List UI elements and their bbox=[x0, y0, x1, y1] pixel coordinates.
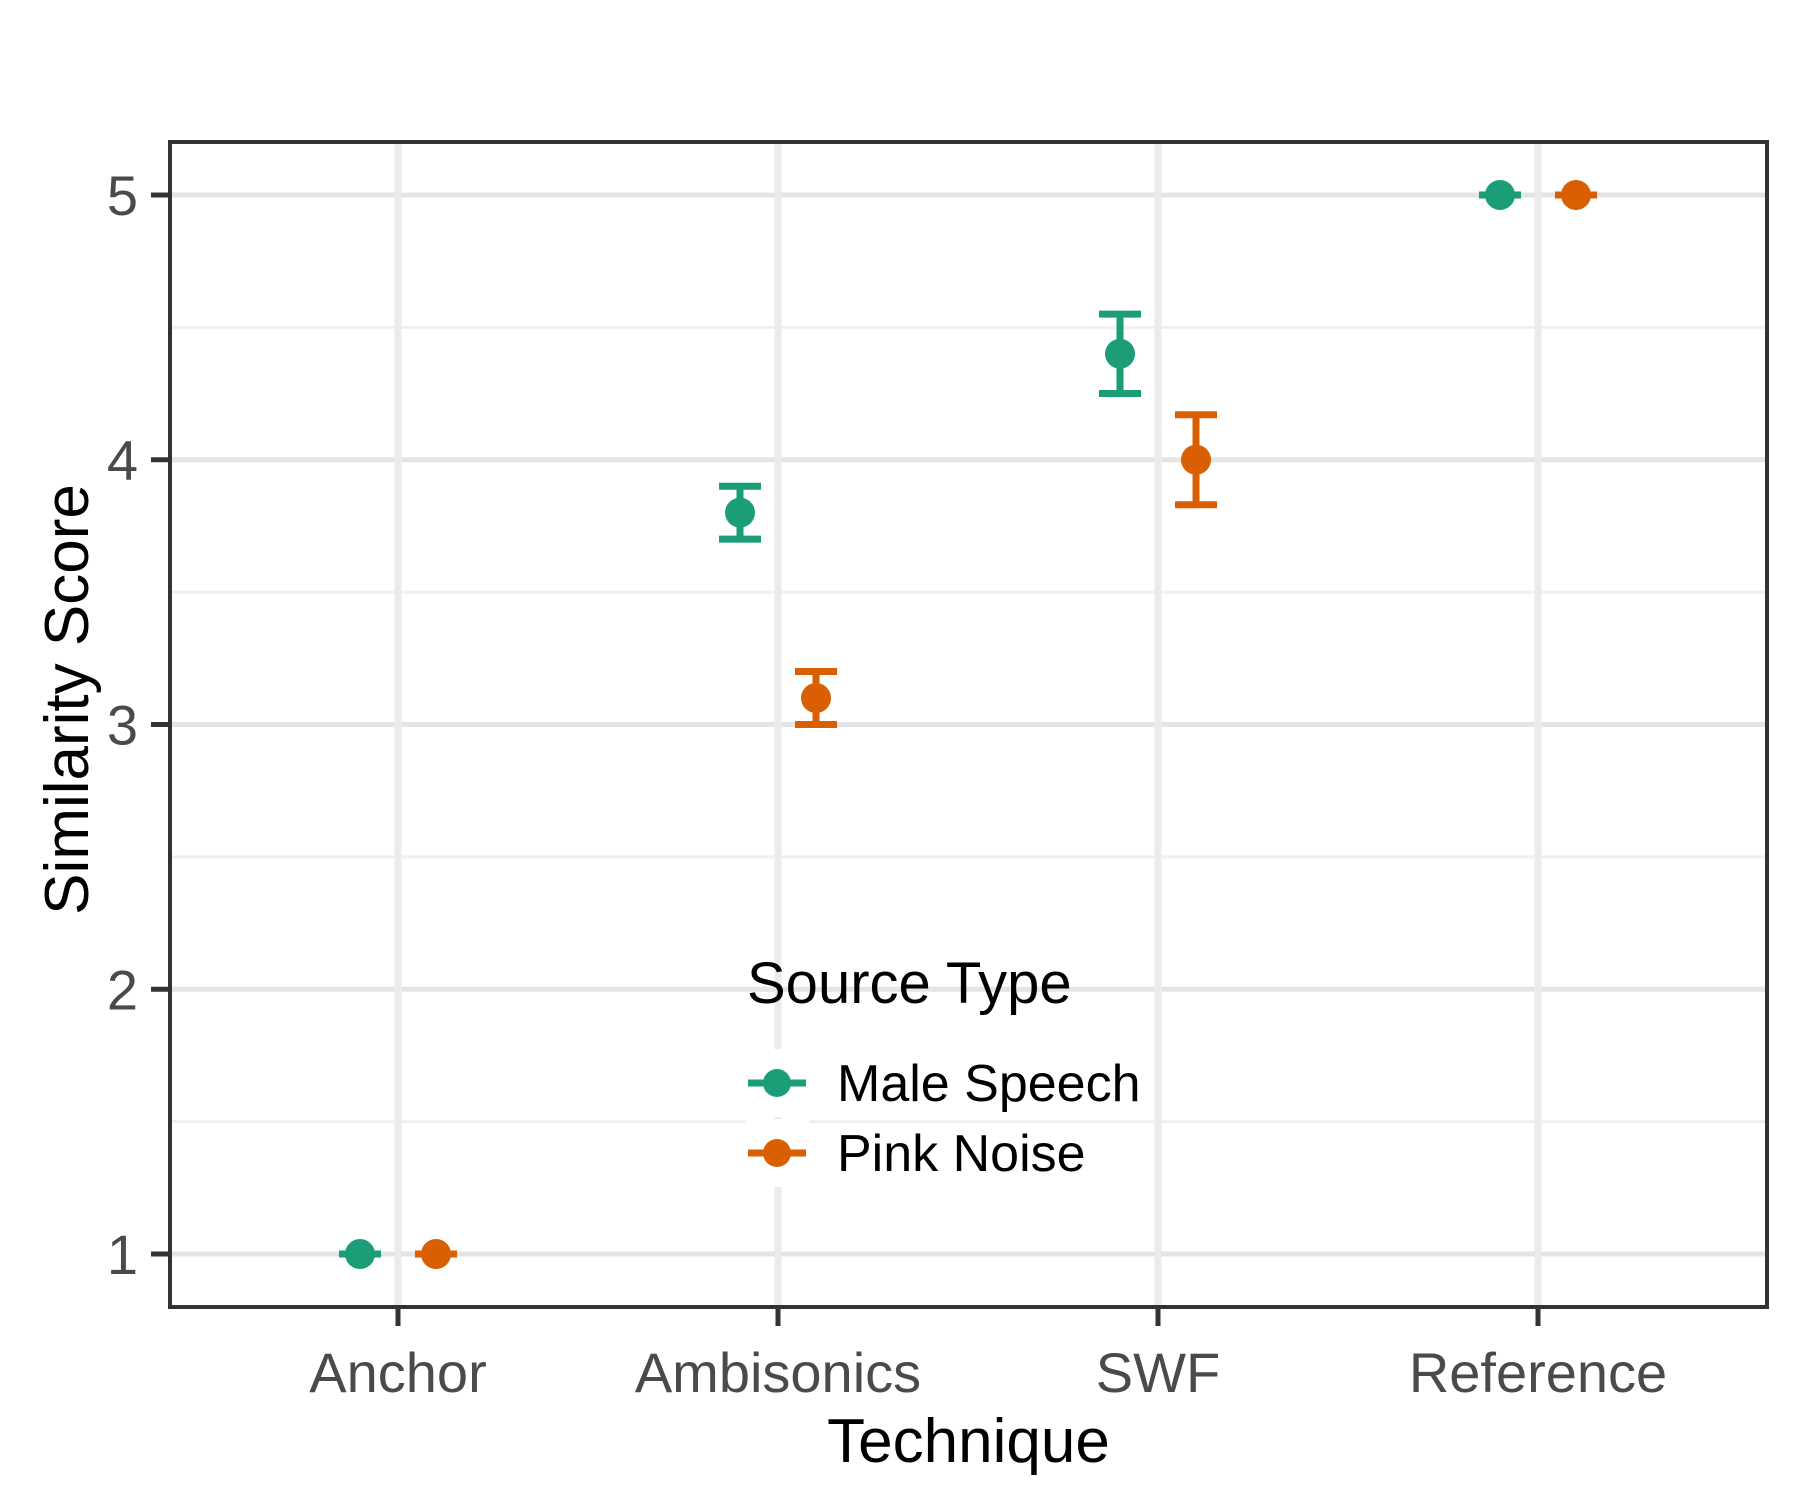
errorbar-male-speech bbox=[1099, 310, 1141, 398]
errorbar-pink-noise bbox=[795, 668, 837, 728]
data-point bbox=[345, 1239, 375, 1270]
errorbar-pink-noise bbox=[415, 1239, 457, 1270]
y-tick-label: 4 bbox=[107, 429, 138, 492]
legend-title: Source Type bbox=[747, 951, 1072, 1016]
legend-key-point-pink-noise bbox=[763, 1139, 791, 1167]
x-tick-label: SWF bbox=[1096, 1341, 1220, 1404]
data-point bbox=[1181, 444, 1211, 475]
errorbar-male-speech bbox=[719, 482, 761, 543]
legend-label-pink-noise: Pink Noise bbox=[837, 1125, 1086, 1183]
errorbar-male-speech bbox=[1479, 179, 1521, 210]
y-tick-label: 5 bbox=[107, 164, 138, 227]
errorbar-pink-noise bbox=[1175, 411, 1217, 509]
y-tick-label: 2 bbox=[107, 958, 138, 1021]
data-point bbox=[801, 683, 831, 714]
legend: Source Type Male Speech Pink Noise bbox=[745, 951, 1141, 1187]
errorbar-pink-noise bbox=[1555, 179, 1597, 210]
y-tick-label: 1 bbox=[107, 1223, 138, 1286]
legend-key-point-male-speech bbox=[763, 1069, 791, 1097]
errorbar-male-speech bbox=[339, 1239, 381, 1270]
data-point bbox=[1561, 179, 1591, 210]
y-axis-title: Similarity Score bbox=[33, 484, 102, 915]
legend-label-male-speech: Male Speech bbox=[837, 1055, 1141, 1113]
x-tick-label: Anchor bbox=[309, 1341, 486, 1404]
y-tick-label: 3 bbox=[107, 694, 138, 757]
x-axis-title: Technique bbox=[827, 1407, 1110, 1476]
data-point bbox=[1105, 338, 1135, 369]
x-tick-label: Ambisonics bbox=[635, 1341, 921, 1404]
data-point bbox=[1485, 179, 1515, 210]
data-point bbox=[725, 497, 755, 528]
x-tick-label: Reference bbox=[1409, 1341, 1667, 1404]
data-point bbox=[421, 1239, 451, 1270]
